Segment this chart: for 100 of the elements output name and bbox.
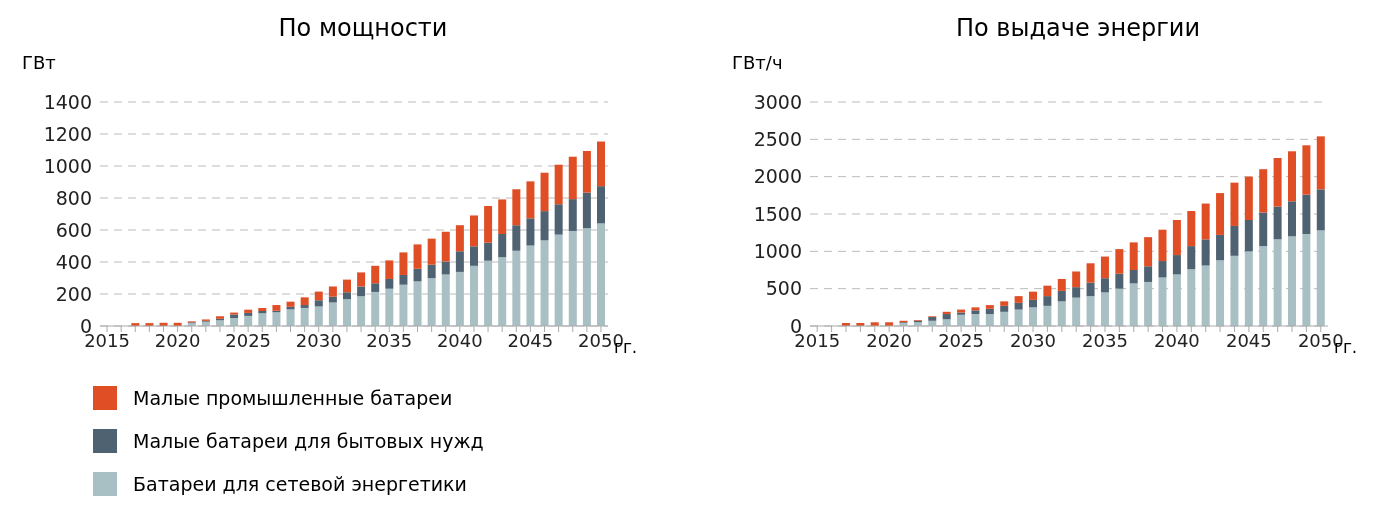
y-tick-label: 1200: [43, 122, 92, 145]
bar: [1201, 265, 1210, 326]
bar: [1230, 255, 1239, 326]
y-tick-label: 1500: [753, 202, 802, 225]
bar: [1187, 211, 1196, 247]
bar: [1302, 234, 1311, 326]
bar: [1072, 271, 1081, 288]
bar: [427, 264, 436, 279]
x-tick-label: 2030: [295, 329, 342, 351]
bar: [1144, 266, 1153, 282]
bar: [1043, 285, 1052, 297]
bar: [300, 305, 309, 308]
bar: [1014, 309, 1023, 326]
bar: [342, 292, 351, 300]
bar: [371, 283, 380, 292]
bar: [1216, 234, 1225, 261]
bar: [286, 309, 295, 326]
bar: [568, 230, 577, 326]
x-tick-label: 2020: [866, 329, 913, 351]
bar: [512, 225, 521, 251]
bar: [455, 271, 464, 326]
bar: [582, 150, 591, 193]
bar: [1288, 236, 1296, 326]
bar: [1316, 189, 1325, 231]
bar: [985, 305, 994, 309]
bar: [1216, 260, 1225, 326]
bar: [1029, 307, 1037, 326]
bar: [272, 312, 281, 326]
bar: [1288, 151, 1296, 202]
bar: [469, 215, 478, 247]
bar: [1057, 278, 1066, 291]
bar: [1029, 299, 1037, 308]
y-tick-label: 200: [55, 282, 92, 305]
bar: [1187, 269, 1196, 326]
y-tick-label: 500: [765, 277, 802, 300]
bar: [1172, 255, 1181, 275]
bar: [484, 206, 493, 243]
bar: [568, 156, 577, 200]
legend-label: Малые батареи для бытовых нужд: [133, 429, 484, 452]
bar: [357, 286, 366, 297]
legend-label: Батареи для сетевой энергетики: [133, 472, 467, 495]
bar: [540, 211, 549, 241]
bar: [1172, 274, 1181, 326]
bar: [357, 296, 366, 326]
bar: [1244, 219, 1253, 252]
y-tick-label: 1400: [43, 90, 92, 113]
bar: [1144, 237, 1153, 267]
bar: [1230, 225, 1239, 256]
bar: [427, 238, 436, 265]
bar: [568, 199, 577, 231]
bar: [286, 301, 295, 307]
bar: [1273, 158, 1282, 207]
bar: [1100, 278, 1109, 293]
bar: [1201, 203, 1210, 240]
bar: [1000, 305, 1009, 312]
bar: [413, 281, 422, 326]
bar: [526, 181, 535, 219]
x-tick-label: 2040: [1154, 329, 1200, 351]
bar: [1316, 230, 1325, 326]
bar: [554, 164, 563, 205]
bar: [272, 305, 281, 311]
bar: [385, 278, 394, 289]
bar: [328, 286, 337, 297]
bar: [1115, 273, 1124, 289]
bar: [498, 199, 507, 234]
bar: [328, 302, 337, 326]
bar: [1144, 281, 1153, 326]
bar: [385, 288, 394, 326]
bar: [971, 310, 980, 315]
bar: [399, 252, 408, 275]
y-tick-label: 1000: [753, 240, 802, 263]
bar: [357, 272, 366, 287]
y-axis-title: ГВт/ч: [731, 52, 784, 75]
x-tick-label: 2020: [154, 329, 201, 351]
bar: [300, 307, 309, 326]
bar: [1072, 297, 1081, 326]
bar: [314, 300, 323, 307]
bar: [1043, 296, 1052, 306]
bar: [385, 260, 394, 279]
bar: [554, 234, 563, 326]
bar: [258, 313, 267, 326]
bar: [1201, 239, 1210, 266]
bar: [1100, 292, 1109, 326]
bar: [985, 308, 994, 315]
y-tick-label: 3000: [753, 90, 802, 113]
bar: [1057, 301, 1066, 326]
bar: [399, 284, 408, 326]
bar: [484, 242, 493, 261]
bar: [258, 307, 267, 312]
bar: [596, 186, 605, 224]
bar: [554, 204, 563, 235]
bar: [526, 218, 535, 246]
bar: [314, 306, 323, 326]
bar: [455, 225, 464, 252]
bar: [1043, 305, 1052, 326]
bar: [469, 246, 478, 266]
bar: [371, 291, 380, 326]
bar: [469, 265, 478, 326]
bar: [371, 265, 380, 284]
y-tick-label: 400: [55, 250, 92, 273]
